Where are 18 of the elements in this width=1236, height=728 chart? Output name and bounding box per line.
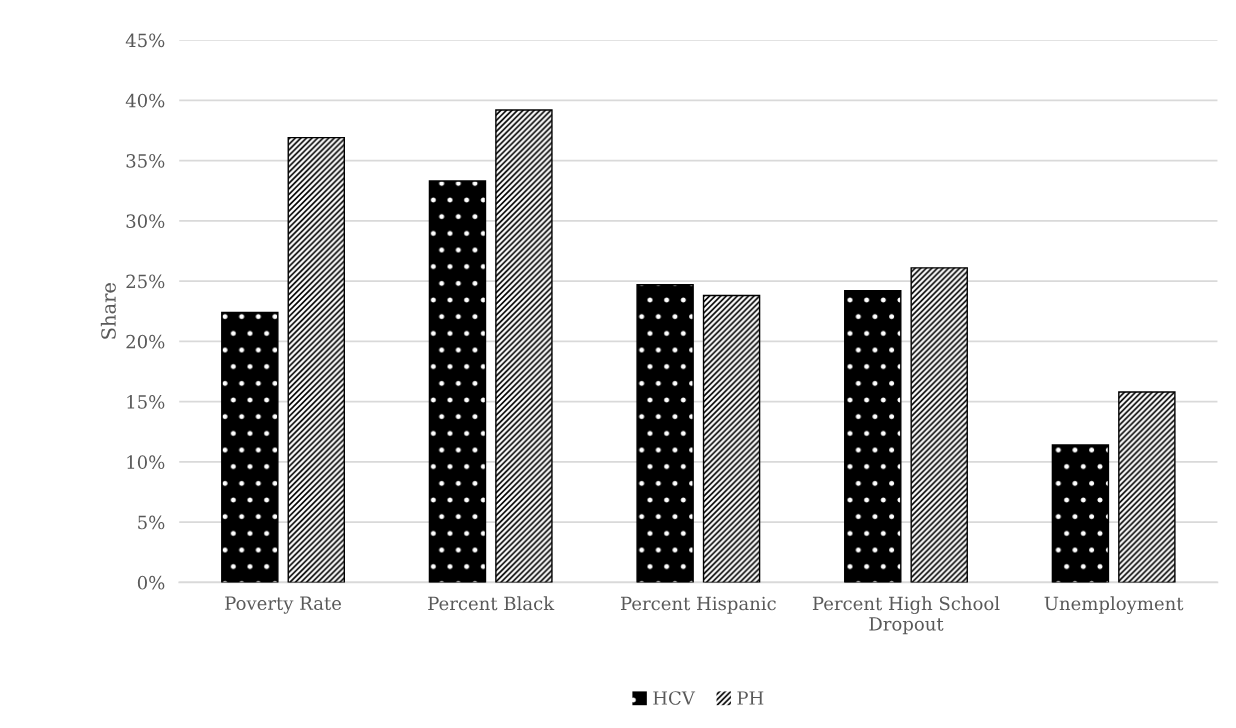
- y-tick-label: 0%: [137, 575, 165, 590]
- y-tick-label: 45%: [125, 33, 165, 48]
- x-tick-label: Percent High School Dropout: [812, 596, 1000, 635]
- y-tick-label: 20%: [126, 334, 165, 349]
- y-tick-label: 5%: [138, 515, 165, 530]
- x-tick-label: Percent Black: [428, 596, 555, 611]
- x-tick-label: Poverty Rate: [225, 596, 341, 614]
- legend-label: PH: [737, 691, 764, 705]
- x-tick-label: Percent Hispanic: [620, 596, 776, 614]
- y-tick-label: 35%: [126, 154, 165, 168]
- y-tick-label: 25%: [126, 274, 165, 289]
- y-tick-label: 40%: [125, 93, 165, 108]
- y-tick-label: 10%: [127, 455, 165, 469]
- y-tick-label: 15%: [127, 395, 165, 409]
- x-tick-label: Unemployment: [1044, 596, 1184, 615]
- legend-label: HCV: [653, 691, 696, 705]
- y-tick-label: 30%: [126, 214, 165, 228]
- y-axis-title: Share: [100, 283, 116, 339]
